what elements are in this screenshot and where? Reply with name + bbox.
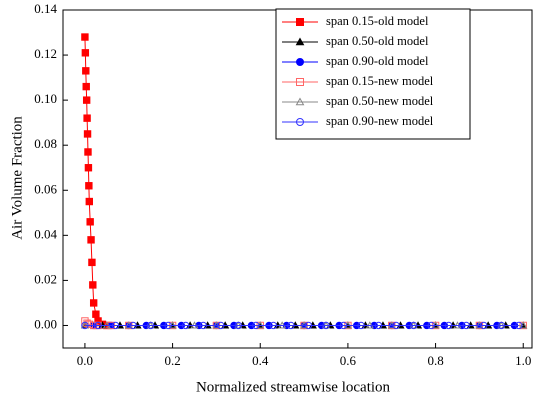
y-tick-label: 0.00 — [34, 316, 57, 331]
marker — [427, 321, 435, 330]
legend-box — [275, 8, 471, 140]
legend: span 0.15-old model span 0.50-old model sp… — [275, 8, 471, 140]
marker — [480, 321, 488, 330]
marker — [234, 321, 243, 330]
marker — [199, 321, 207, 330]
marker — [83, 114, 91, 122]
marker — [182, 321, 190, 330]
legend-label: span 0.90-new model — [326, 114, 434, 128]
marker — [409, 321, 418, 330]
marker — [85, 182, 93, 190]
marker — [86, 218, 94, 226]
marker — [269, 321, 278, 330]
legend-label: span 0.50-old model — [326, 34, 429, 48]
marker — [129, 321, 137, 330]
marker — [89, 281, 97, 289]
marker — [515, 321, 523, 330]
marker — [82, 96, 91, 104]
marker — [84, 164, 93, 172]
marker — [296, 18, 304, 26]
marker — [296, 118, 304, 126]
marker — [84, 148, 92, 156]
x-tick-label: 0.2 — [164, 353, 180, 368]
y-tick-label: 0.02 — [34, 271, 57, 286]
y-tick-label: 0.14 — [34, 1, 57, 16]
series — [81, 321, 523, 330]
marker — [462, 321, 470, 330]
marker — [295, 37, 305, 46]
marker — [304, 321, 313, 330]
series — [81, 33, 111, 330]
x-tick-label: 0.0 — [77, 353, 93, 368]
marker — [357, 321, 365, 330]
marker — [81, 321, 89, 330]
marker — [89, 299, 98, 307]
marker — [217, 321, 225, 330]
y-tick-label: 0.10 — [34, 91, 57, 106]
marker — [339, 321, 348, 330]
marker — [94, 321, 102, 330]
x-tick-label: 0.4 — [252, 353, 269, 368]
x-tick-label: 0.8 — [427, 353, 443, 368]
y-tick-label: 0.06 — [34, 181, 57, 196]
marker — [295, 97, 305, 106]
marker — [83, 130, 92, 138]
x-axis-title: Normalized streamwise location — [196, 379, 391, 395]
marker — [287, 321, 295, 330]
marker — [88, 258, 96, 267]
marker — [252, 321, 260, 330]
marker — [87, 236, 95, 244]
marker — [497, 321, 506, 330]
marker — [111, 321, 120, 330]
marker — [85, 197, 93, 206]
marker — [146, 321, 155, 330]
marker — [81, 33, 89, 41]
marker — [322, 321, 330, 330]
x-tick-label: 1.0 — [515, 353, 531, 368]
marker — [296, 78, 304, 86]
legend-label: span 0.50-new model — [326, 94, 434, 108]
legend-label: span 0.15-old model — [326, 14, 429, 28]
marker — [81, 49, 90, 57]
marker — [445, 321, 453, 330]
marker — [392, 321, 400, 330]
marker — [296, 58, 304, 66]
x-tick-label: 0.6 — [340, 353, 357, 368]
y-axis-title: Air Volume Fraction — [9, 116, 25, 240]
marker — [164, 321, 172, 330]
marker — [92, 310, 100, 318]
marker — [82, 67, 90, 75]
y-tick-label: 0.12 — [34, 46, 57, 61]
marker — [374, 321, 383, 330]
y-tick-label: 0.08 — [34, 136, 57, 151]
marker — [82, 82, 90, 91]
y-tick-label: 0.04 — [34, 226, 57, 241]
legend-label: span 0.90-old model — [326, 54, 429, 68]
legend-label: span 0.15-new model — [326, 74, 434, 88]
